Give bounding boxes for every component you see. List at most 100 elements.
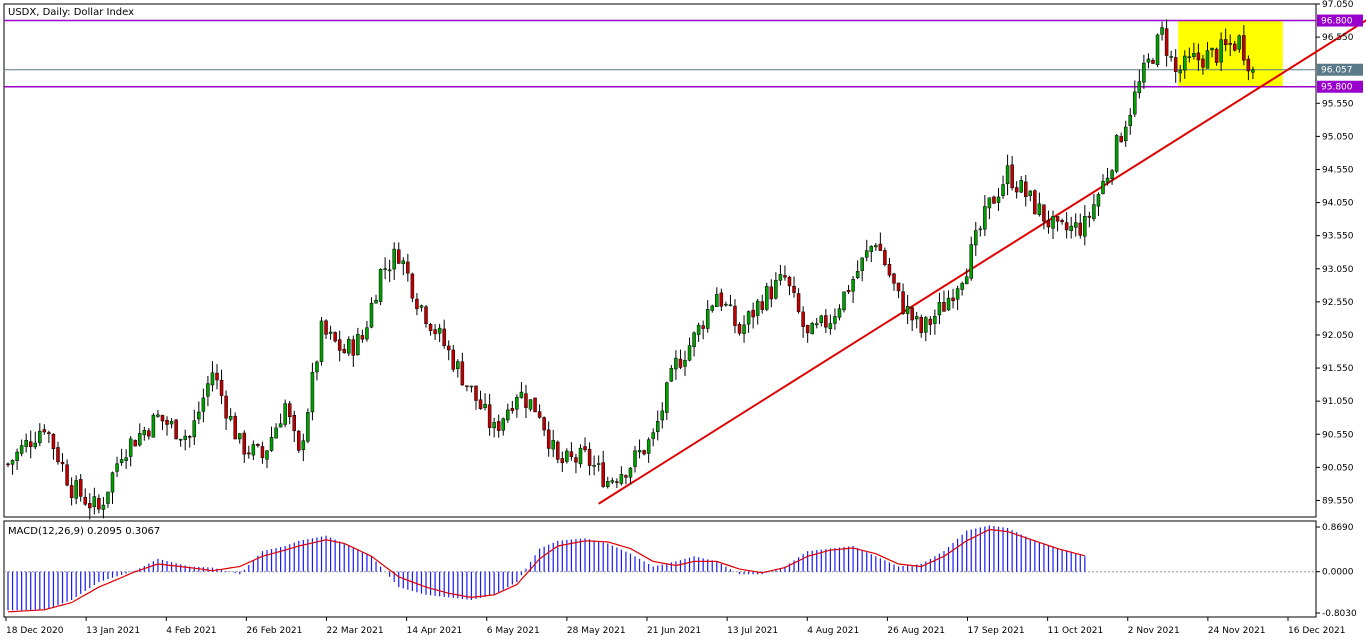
candle-body [883, 250, 887, 265]
candle-body [1083, 216, 1087, 237]
macd-signal-line [7, 528, 1085, 613]
price-tick-label: 93.550 [1322, 232, 1354, 242]
candle-body [78, 479, 83, 497]
candle-body [955, 288, 960, 300]
candle-body [1214, 48, 1219, 63]
candle-body [501, 418, 505, 431]
candle-body [224, 395, 228, 419]
candle-body [1201, 58, 1205, 68]
candle-body [728, 304, 733, 307]
candle-body [433, 329, 437, 335]
candle-body [696, 324, 701, 335]
candle-body [942, 302, 946, 312]
chart-panels [3, 3, 1317, 618]
candle-body [892, 273, 896, 284]
candle-body [228, 415, 233, 420]
level-tag-label: 96.800 [1321, 17, 1353, 27]
candle-body [142, 430, 147, 436]
candle-body [342, 348, 346, 353]
candle-body [1251, 69, 1255, 73]
candle-body [596, 463, 601, 465]
candle-body [6, 463, 10, 466]
candle-body [914, 316, 919, 320]
candle-body [474, 385, 478, 401]
candle-body [1169, 56, 1173, 58]
price-tick-label: 90.550 [1322, 430, 1354, 440]
candle-body [1105, 177, 1110, 183]
candle-body [65, 464, 69, 486]
candle-body [347, 338, 351, 354]
candle-body [1042, 204, 1046, 222]
candle-body [319, 320, 324, 362]
price-tick-label: 89.550 [1322, 496, 1354, 506]
price-tick-label: 94.050 [1322, 199, 1354, 209]
candle-body [824, 315, 828, 328]
candle-body [860, 257, 864, 271]
candle-body [1205, 50, 1210, 69]
candle-body [24, 439, 28, 447]
candle-body [1060, 220, 1064, 223]
candle-body [306, 412, 310, 442]
candle-body [460, 361, 465, 386]
candle-body [178, 438, 183, 441]
macd-tick-label: -0.8030 [1322, 609, 1357, 619]
candle-body [92, 496, 97, 508]
candle-body [737, 323, 742, 334]
candle-body [128, 438, 133, 457]
candle-body [1219, 39, 1223, 63]
candle-body [924, 317, 928, 333]
candle-body [687, 345, 692, 361]
level-tag-label: 95.800 [1321, 83, 1353, 93]
candle-body [510, 408, 515, 411]
candle-body [565, 450, 569, 462]
candle-body [901, 291, 905, 314]
candle-body [928, 318, 933, 325]
candle-body [156, 414, 160, 417]
candle-body [1237, 35, 1242, 50]
candle-body [933, 316, 937, 324]
candle-body [537, 411, 542, 418]
candle-body [506, 409, 510, 421]
candle-body [719, 292, 724, 307]
price-tick-label: 96.550 [1322, 33, 1354, 43]
candle-body [351, 339, 356, 356]
candle-body [787, 276, 792, 287]
candle-body [674, 357, 678, 370]
candle-body [769, 286, 774, 300]
candle-body [1123, 126, 1128, 141]
candle-body [210, 372, 215, 386]
candle-body [542, 417, 546, 431]
candle-body [615, 481, 619, 483]
candle-body [1033, 190, 1037, 215]
candle-body [1055, 216, 1060, 222]
candle-body [1087, 215, 1092, 218]
candle-body [742, 324, 746, 334]
candle-body [896, 282, 901, 292]
price-tick-label: 91.550 [1322, 364, 1354, 374]
candle-body [242, 432, 247, 455]
candle-body [574, 457, 578, 463]
price-tick-label: 97.050 [1322, 0, 1354, 10]
price-tick-label: 92.050 [1322, 331, 1354, 341]
trendline[interactable] [598, 17, 1366, 505]
candle-body [524, 393, 528, 408]
candle-body [669, 368, 674, 382]
candle-body [705, 308, 710, 329]
candle-body [442, 328, 446, 346]
candle-body [115, 463, 119, 472]
candle-body [133, 440, 137, 447]
candle-body [97, 497, 101, 510]
candle-body [197, 411, 201, 420]
candle-body [1005, 165, 1010, 184]
candle-body [192, 420, 197, 438]
candle-body [833, 316, 837, 324]
candle-body [1024, 181, 1028, 197]
candle-body [1187, 56, 1192, 59]
candle-body [1242, 35, 1246, 61]
candle-body [138, 433, 142, 446]
candle-body [1101, 180, 1105, 194]
candle-body [978, 228, 983, 231]
candle-body [851, 279, 855, 292]
candle-body [1037, 203, 1042, 215]
